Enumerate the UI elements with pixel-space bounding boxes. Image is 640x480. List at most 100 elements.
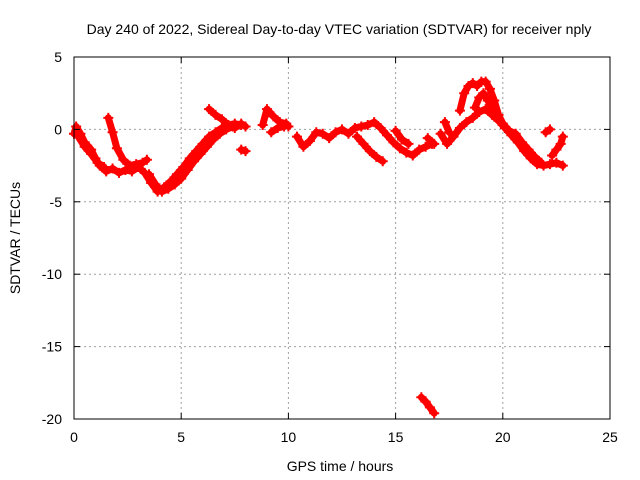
data-point	[214, 128, 225, 139]
data-point	[358, 138, 369, 149]
data-point	[459, 88, 470, 99]
data-point	[86, 149, 97, 160]
data-point	[195, 149, 206, 160]
data-point	[369, 117, 380, 128]
data-point	[429, 138, 440, 149]
data-point	[291, 131, 302, 142]
data-point	[439, 117, 450, 128]
data-point	[544, 124, 555, 135]
data-point	[356, 121, 367, 132]
data-point	[547, 150, 558, 161]
data-point	[551, 157, 562, 168]
data-point	[403, 138, 414, 149]
y-tick-label: -20	[42, 411, 62, 427]
grid-lines	[74, 57, 610, 419]
data-track	[439, 117, 455, 138]
y-tick-label: -15	[42, 339, 62, 355]
data-point	[107, 163, 118, 174]
data-point	[298, 141, 309, 152]
x-tick-label: 20	[495, 429, 511, 445]
data-point	[229, 122, 240, 133]
data-point	[201, 141, 212, 152]
data-point	[420, 141, 431, 152]
data-point	[343, 128, 354, 139]
data-point	[204, 104, 215, 115]
data-track	[103, 112, 152, 171]
data-point	[272, 122, 283, 133]
data-point	[517, 137, 528, 148]
chart-title: Day 240 of 2022, Sidereal Day-to-day VTE…	[87, 21, 592, 37]
data-point	[118, 154, 129, 165]
data-track	[416, 392, 440, 419]
data-point	[261, 104, 272, 115]
data-point	[169, 179, 180, 190]
data-track	[73, 131, 110, 173]
data-point	[210, 109, 221, 120]
data-point	[223, 120, 234, 131]
data-point	[422, 133, 433, 144]
data-point	[491, 109, 502, 120]
x-tick-label: 5	[177, 429, 185, 445]
data-track	[454, 76, 547, 168]
track-band	[417, 393, 438, 417]
y-tick-label: 5	[54, 49, 62, 65]
data-point	[311, 127, 322, 138]
data-point	[107, 127, 118, 138]
data-point	[240, 121, 251, 132]
data-point	[469, 102, 480, 113]
data-track	[547, 131, 568, 161]
data-point	[189, 156, 200, 167]
data-point	[349, 122, 360, 133]
data-point	[444, 127, 455, 138]
data-point	[544, 159, 555, 170]
data-point	[510, 128, 521, 139]
data-point	[454, 122, 465, 133]
data-point	[337, 124, 347, 135]
data-track	[422, 133, 440, 149]
y-tick-label: -10	[42, 266, 62, 282]
data-point	[454, 105, 465, 116]
data-point	[150, 179, 161, 190]
data-series	[69, 76, 568, 419]
x-axis-label: GPS time / hours	[287, 458, 394, 474]
data-track	[266, 121, 290, 138]
data-point	[504, 125, 515, 136]
data-point	[266, 127, 277, 138]
data-point	[182, 164, 193, 175]
y-tick-label: -5	[50, 194, 63, 210]
data-point	[124, 160, 135, 171]
data-point	[390, 125, 401, 136]
data-point	[529, 151, 540, 162]
y-axis-label: SDTVAR / TECUs	[7, 182, 23, 294]
data-point	[103, 112, 114, 123]
data-track	[236, 144, 251, 157]
data-point	[478, 88, 489, 99]
x-tick-label: 15	[388, 429, 404, 445]
x-tick-label: 25	[602, 429, 618, 445]
data-point	[144, 169, 155, 180]
data-point	[487, 102, 498, 113]
data-point	[467, 112, 478, 123]
data-point	[111, 143, 122, 154]
data-point	[401, 147, 412, 158]
data-point	[394, 143, 405, 154]
data-point	[557, 131, 568, 142]
data-point	[352, 131, 363, 142]
data-point	[99, 162, 110, 173]
data-point	[317, 128, 328, 139]
data-point	[324, 133, 335, 144]
axis-ticks: 0 5 10 15 20 25 -20 -15 -10 -5 0 5	[42, 49, 618, 445]
data-point	[555, 138, 566, 149]
data-point	[461, 117, 472, 128]
data-point	[304, 135, 315, 146]
data-point	[141, 154, 152, 165]
data-track	[352, 131, 388, 167]
data-point	[371, 151, 382, 162]
data-point	[382, 130, 393, 141]
data-point	[240, 146, 251, 157]
data-point	[73, 131, 84, 142]
data-point	[156, 186, 167, 197]
data-point	[414, 144, 425, 155]
data-track	[291, 117, 438, 161]
